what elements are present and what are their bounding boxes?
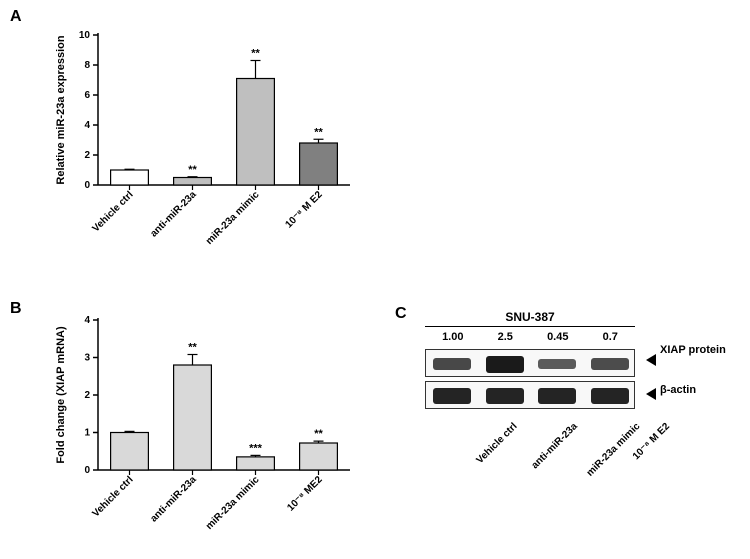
svg-text:miR-23a mimic: miR-23a mimic (204, 189, 262, 247)
wb-actin-row (425, 381, 635, 409)
svg-text:Relative miR-23a expression: Relative miR-23a expression (55, 35, 67, 184)
svg-text:0: 0 (84, 465, 90, 476)
wb-actin-label: β-actin (660, 384, 696, 396)
svg-text:Fold change (XIAP mRNA): Fold change (XIAP mRNA) (55, 326, 67, 464)
svg-text:8: 8 (84, 60, 90, 71)
svg-text:***: *** (249, 442, 263, 454)
svg-text:3: 3 (84, 353, 90, 364)
panel-a-label: A (10, 8, 22, 26)
svg-text:miR-23a mimic: miR-23a mimic (204, 474, 262, 532)
arrow-actin (646, 388, 656, 400)
svg-text:**: ** (251, 48, 260, 60)
wb-quant-3: 0.7 (603, 331, 618, 343)
svg-text:4: 4 (84, 315, 90, 326)
western-blot-container: SNU-387 1.00 2.5 0.45 0.7 Vehicle ctrlan… (420, 310, 730, 487)
chart-b-svg: 0 1 2 3 4 Fold change (XIAP mRNA) Vehicle ctrl… (50, 300, 360, 550)
svg-text:**: ** (188, 164, 197, 176)
wb-quant-2: 0.45 (547, 331, 568, 343)
arrow-xiap (646, 354, 656, 366)
wb-quant-0: 1.00 (442, 331, 463, 343)
svg-text:4: 4 (84, 120, 90, 131)
svg-text:Vehicle ctrl: Vehicle ctrl (90, 189, 135, 234)
svg-text:**: ** (314, 126, 323, 138)
svg-text:10⁻⁸ ME2: 10⁻⁸ ME2 (285, 474, 325, 514)
svg-text:10⁻⁸ M E2: 10⁻⁸ M E2 (283, 189, 324, 230)
svg-text:Vehicle ctrl: Vehicle ctrl (90, 474, 135, 519)
svg-text:6: 6 (84, 90, 90, 101)
chart-a-container: 0 2 4 6 8 10 Relative miR-23a expression Vehicl… (50, 15, 360, 265)
chart-a-svg: 0 2 4 6 8 10 Relative miR-23a expression Vehicl… (50, 15, 360, 265)
svg-text:2: 2 (84, 390, 90, 401)
wb-xiap-label: XIAP protein (660, 344, 726, 356)
wb-quant-1: 2.5 (498, 331, 513, 343)
panel-b-label: B (10, 300, 22, 318)
svg-text:anti-miR-23a: anti-miR-23a (148, 474, 199, 525)
panel-c-label: C (395, 305, 407, 323)
svg-text:**: ** (314, 428, 323, 440)
wb-title: SNU-387 (425, 310, 635, 327)
chart-b-container: 0 1 2 3 4 Fold change (XIAP mRNA) Vehicle ctrl… (50, 300, 360, 550)
svg-text:2: 2 (84, 150, 90, 161)
svg-text:anti-miR-23a: anti-miR-23a (148, 189, 199, 240)
wb-xlabels: Vehicle ctrlanti-miR-23amiR-23a mimic10⁻… (425, 417, 635, 487)
svg-text:10: 10 (79, 30, 91, 41)
svg-text:**: ** (188, 342, 197, 354)
wb-quant-values: 1.00 2.5 0.45 0.7 (425, 331, 635, 343)
wb-xiap-text: XIAP protein (660, 344, 726, 356)
wb-xiap-row (425, 349, 635, 377)
svg-text:0: 0 (84, 180, 90, 191)
svg-text:1: 1 (84, 428, 90, 439)
